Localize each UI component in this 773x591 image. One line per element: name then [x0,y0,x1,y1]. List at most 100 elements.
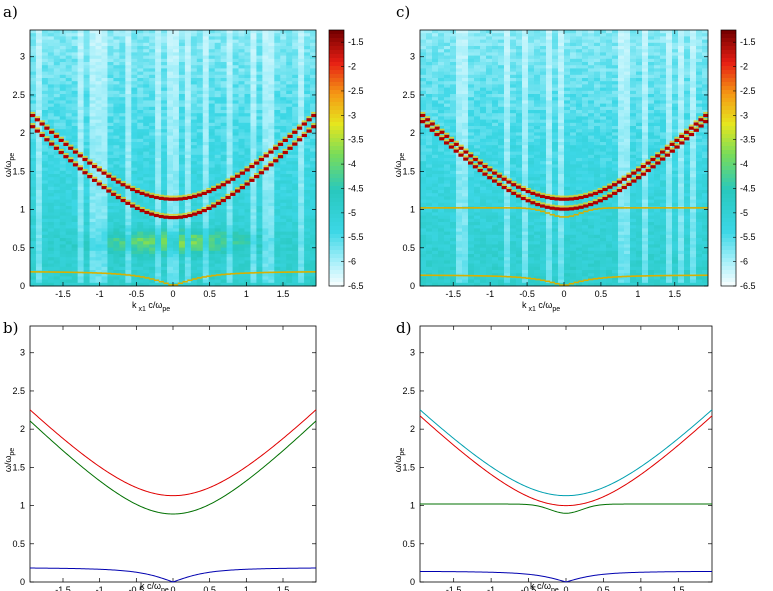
heatmap-cell [71,238,79,242]
heatmap-cell [262,206,269,210]
heatmap-cell [149,36,156,40]
heatmap-cell [214,241,222,245]
heatmap-cell [190,254,198,258]
heatmap-cell [244,190,251,194]
heatmap-cell [468,65,475,69]
heatmap-cell [238,273,245,277]
heatmap-cell [438,74,445,79]
heatmap-cell [310,238,317,242]
heatmap-cell [432,254,439,258]
heatmap-cell [47,135,55,140]
heatmap-cell [304,135,311,140]
heatmap-cell [444,68,451,72]
heatmap-cell [444,270,451,274]
heatmap-cell [125,206,132,210]
heatmap-cell [208,215,216,220]
heatmap-cell [432,177,439,181]
heatmap-cell [304,55,311,60]
heatmap-cell [214,138,222,143]
ridge-segment [130,204,136,208]
heatmap-cell [167,49,174,53]
ridge-halo [87,159,93,162]
heatmap-cell [101,273,108,277]
ridge-segment [158,214,164,219]
heatmap-cell [83,74,90,79]
heatmap-cell [143,250,150,255]
heatmap-cell [155,199,162,204]
heatmap-cell [143,247,150,252]
heatmap-cell [167,161,174,165]
heatmap-cell [119,65,126,69]
heatmap-cell [77,206,85,210]
heatmap-cell [232,164,239,168]
heatmap-cell [173,180,180,184]
ridge-segment [44,126,50,130]
heatmap-cell [155,282,162,287]
x-tick-label: 0.5 [203,585,216,591]
heatmap-cell [462,103,469,108]
heatmap-cell [450,90,457,95]
heatmap-cell [310,241,317,245]
ridge-segment [168,215,174,220]
heatmap-cell [208,260,216,264]
heatmap-cell [184,276,192,280]
heatmap-cell [456,148,463,152]
heatmap-cell [184,164,192,168]
x-tick-label: -1 [96,585,104,591]
heatmap-cell [59,113,67,117]
heatmap-cell [131,270,138,274]
heatmap-cell [101,42,108,47]
heatmap-cell [450,215,457,220]
heatmap-cell [83,103,90,108]
ridge-halo [120,196,126,199]
ridge-segment [254,161,260,165]
heatmap-cell [238,193,245,197]
heatmap-cell [89,103,96,108]
heatmap-cell [456,78,463,82]
heatmap-cell [256,65,263,69]
heatmap-cell [95,228,102,232]
heatmap-cell [47,209,55,213]
heatmap-cell [456,222,463,226]
heatmap-cell [238,199,245,204]
heatmap-cell [214,62,222,66]
heatmap-cell [196,225,204,229]
heatmap-cell [71,222,79,226]
heatmap-cell [41,183,49,188]
heatmap-cell [143,222,150,226]
heatmap-cell [426,266,433,271]
heatmap-cell [113,132,120,136]
ridge-segment [87,161,93,165]
heatmap-cell [30,132,37,136]
heatmap-cell [77,97,85,101]
heatmap-cell [161,270,168,274]
heatmap-cell [65,94,73,98]
heatmap-cell [83,250,90,255]
heatmap-cell [113,68,120,72]
heatmap-cell [244,202,251,207]
heatmap-cell [262,94,269,98]
heatmap-cell [262,177,269,181]
heatmap-cell [274,142,281,146]
heatmap-cell [125,238,132,242]
heatmap-cell [420,110,427,114]
heatmap-cell [220,103,228,108]
heatmap-cell [89,110,96,114]
heatmap-cell [220,42,228,47]
heatmap-cell [450,257,457,261]
ridge-segment [282,271,288,273]
heatmap-cell [202,250,210,255]
heatmap-cell [280,145,287,149]
ridge-segment [306,129,312,133]
heatmap-cell [65,78,73,82]
heatmap-cell [167,186,174,191]
heatmap-cell [190,36,198,40]
heatmap-cell [107,238,114,242]
heatmap-cell [107,65,114,69]
heatmap-cell [95,276,102,280]
heatmap-cell [35,199,43,204]
heatmap-cell [420,129,427,133]
heatmap-cell [220,238,228,242]
heatmap-cell [202,113,210,117]
heatmap-cell [202,161,210,165]
